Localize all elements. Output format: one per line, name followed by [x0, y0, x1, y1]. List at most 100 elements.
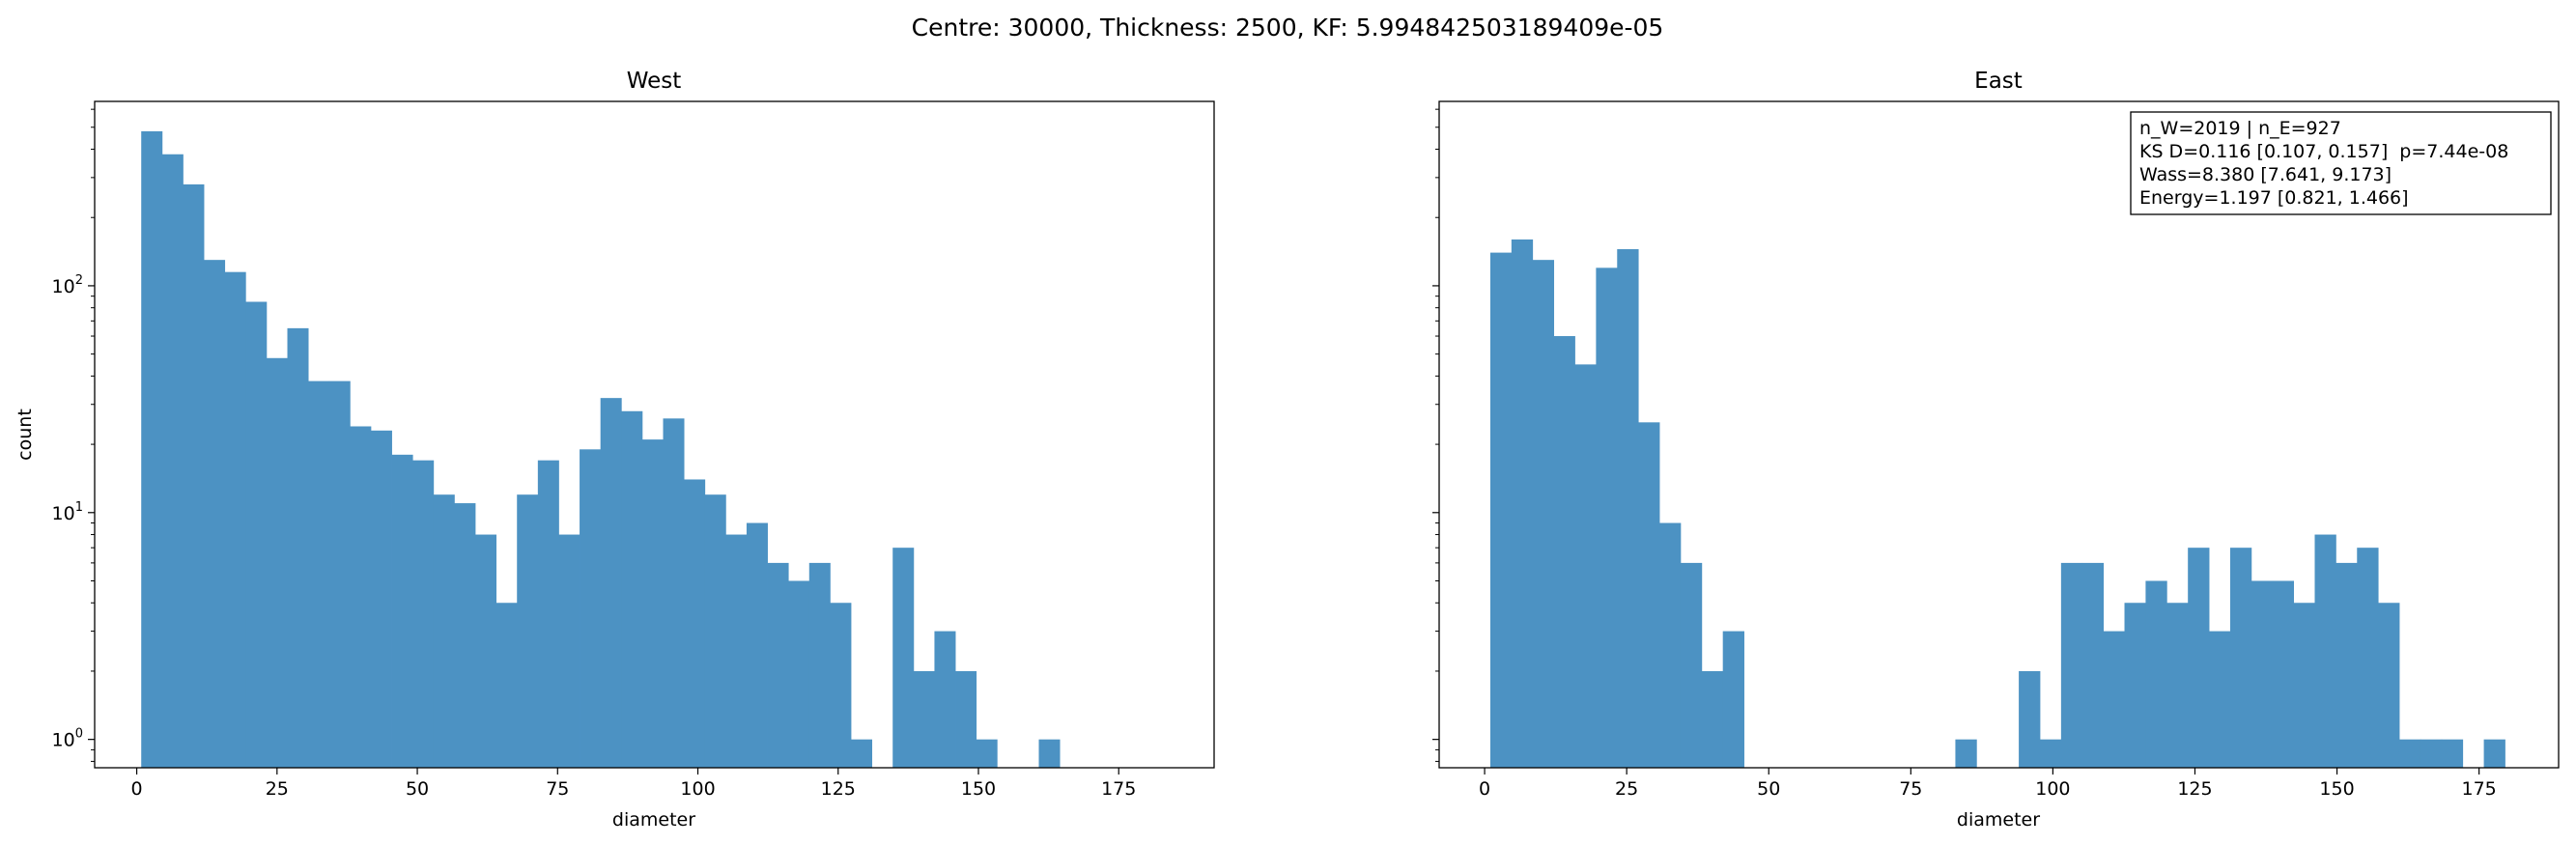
west-bar	[934, 631, 956, 768]
west-bar	[788, 580, 810, 768]
east-axes-frame	[1438, 100, 2560, 769]
east-bar	[1617, 249, 1639, 768]
east-y-ticks	[1432, 108, 1439, 762]
east-x-tick-label: 150	[2319, 778, 2354, 800]
west-x-tick-label: 175	[1101, 778, 1136, 800]
stats-box-frame	[2130, 111, 2552, 215]
east-bar	[2209, 631, 2231, 768]
west-bar	[391, 454, 413, 768]
west-bar	[433, 494, 455, 768]
east-bar	[2399, 739, 2421, 768]
west-bar	[287, 327, 309, 768]
west-bar	[641, 439, 664, 768]
east-bar	[2081, 562, 2105, 768]
east-bar	[1659, 522, 1682, 768]
east-bar	[1511, 239, 1534, 769]
west-x-tick-label: 125	[821, 778, 856, 800]
east-bar	[2124, 603, 2146, 768]
west-x-tick-label: 0	[131, 778, 143, 800]
west-bar	[684, 479, 706, 768]
west-title: West	[627, 69, 682, 94]
west-bar	[537, 460, 559, 768]
east-bar	[2483, 739, 2505, 768]
east-x-tick-label: 175	[2462, 778, 2497, 800]
stats-line-energy: Energy=1.197 [0.821, 1.466]	[2139, 187, 2409, 209]
west-x-tick-label: 75	[546, 778, 569, 800]
east-bar	[2019, 670, 2041, 768]
stats-line-wass: Wass=8.380 [7.641, 9.173]	[2139, 164, 2392, 185]
west-bar	[767, 562, 789, 768]
east-bar	[1701, 670, 1724, 768]
east-bar	[1955, 739, 1977, 768]
east-bar	[2166, 603, 2189, 768]
west-x-tick-label: 50	[406, 778, 429, 800]
stats-line-ks: KS D=0.116 [0.107, 0.157] p=7.44e-08	[2139, 141, 2508, 162]
west-bar	[725, 534, 748, 768]
west-bar	[495, 603, 518, 768]
east-bars	[1489, 239, 2505, 769]
west-x-ticks: 0 25 50 75 100 125 150 175	[131, 768, 1136, 800]
west-bar	[1038, 739, 1061, 768]
west-bar	[224, 271, 246, 768]
west-bar	[308, 380, 330, 768]
east-bar	[1553, 336, 1575, 768]
east-panel: 0 25 50 75 100 125 150 175 East diameter n_W=20…	[1432, 69, 2560, 831]
stats-line-counts: n_W=2019 | n_E=927	[2139, 118, 2341, 139]
west-bar	[976, 739, 998, 768]
east-bar	[2188, 548, 2210, 768]
east-x-tick-label: 0	[1479, 778, 1490, 800]
west-bar	[475, 534, 497, 768]
west-bar	[621, 410, 643, 768]
west-y-axis-label: count	[14, 408, 36, 461]
west-bar	[183, 183, 205, 768]
west-bar	[663, 418, 685, 768]
east-x-axis-label: diameter	[1957, 809, 2040, 831]
west-bars	[141, 130, 1061, 768]
east-bar	[2378, 603, 2400, 768]
east-x-tick-label: 125	[2177, 778, 2212, 800]
east-x-tick-label: 50	[1757, 778, 1780, 800]
west-bar	[245, 301, 268, 768]
figure-suptitle: Centre: 30000, Thickness: 2500, KF: 5.99…	[912, 14, 1664, 42]
west-axes-frame	[94, 100, 1215, 769]
east-bar	[2060, 562, 2083, 768]
east-bar	[2272, 580, 2295, 768]
stats-box: n_W=2019 | n_E=927 KS D=0.116 [0.107, 0.…	[2130, 111, 2552, 215]
east-bar	[2420, 739, 2443, 768]
east-bar	[2335, 562, 2358, 768]
west-bar	[808, 562, 831, 768]
east-bar	[2250, 580, 2274, 768]
west-bar	[517, 494, 539, 768]
west-bar	[161, 154, 184, 768]
west-bar	[913, 670, 935, 768]
west-x-axis-label: diameter	[612, 809, 695, 831]
west-bar	[704, 494, 726, 768]
east-bar	[1596, 268, 1618, 769]
east-bar	[1722, 631, 1744, 768]
east-bar	[2229, 548, 2252, 768]
east-bar	[2357, 548, 2379, 768]
east-bar	[1532, 260, 1555, 768]
east-x-ticks: 0 25 50 75 100 125 150 175	[1479, 768, 2497, 800]
east-bar	[1638, 422, 1660, 768]
east-bar	[1680, 562, 1703, 768]
east-bar	[1489, 252, 1513, 769]
west-x-tick-label: 150	[961, 778, 996, 800]
east-bar	[2039, 739, 2062, 768]
west-bar	[350, 426, 372, 768]
west-bar	[454, 503, 476, 768]
east-bar	[2441, 739, 2464, 768]
west-bar	[892, 548, 915, 768]
west-bar	[955, 670, 977, 768]
west-bar	[412, 460, 435, 768]
west-bar	[204, 260, 226, 768]
east-bar	[2103, 631, 2125, 768]
west-bar	[830, 603, 852, 768]
west-bar	[851, 739, 873, 768]
west-bar	[746, 522, 768, 768]
east-bar	[2293, 603, 2315, 768]
east-x-tick-label: 100	[2035, 778, 2070, 800]
west-x-tick-label: 100	[680, 778, 715, 800]
west-bar	[266, 357, 288, 768]
